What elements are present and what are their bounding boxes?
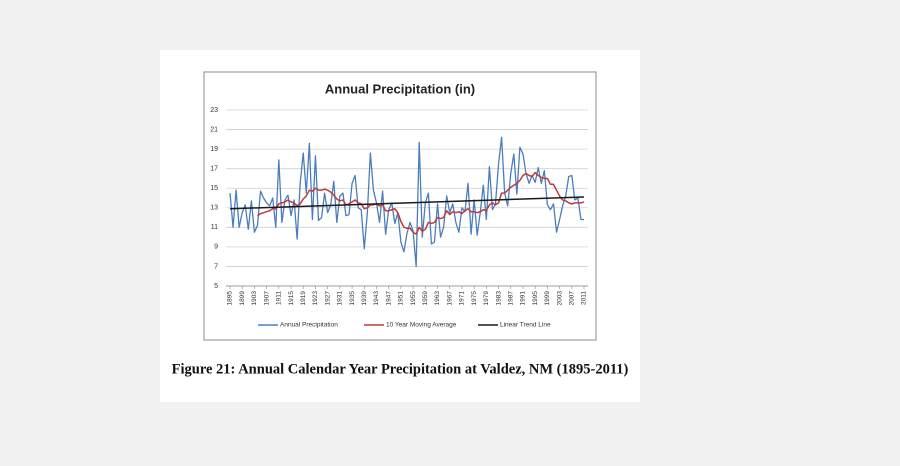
y-tick-label: 17 <box>210 166 218 173</box>
y-tick-label: 23 <box>210 107 218 114</box>
x-tick-label: 1991 <box>520 291 527 306</box>
y-tick-label: 21 <box>210 126 218 133</box>
x-tick-label: 2003 <box>556 291 563 306</box>
y-tick-label: 13 <box>210 205 218 212</box>
x-tick-label: 1907 <box>263 291 270 306</box>
series-line <box>257 171 585 235</box>
x-tick-label: 1979 <box>483 291 490 306</box>
y-tick-label: 19 <box>210 146 218 153</box>
y-tick-label: 7 <box>214 263 218 270</box>
x-tick-label: 1955 <box>410 291 417 306</box>
series-line <box>229 196 585 210</box>
y-tick-label: 9 <box>214 244 218 251</box>
x-tick-label: 1975 <box>471 291 478 306</box>
x-tick-label: 1947 <box>385 291 392 306</box>
x-tick-label: 1959 <box>422 291 429 306</box>
y-tick-label: 15 <box>210 185 218 192</box>
x-tick-label: 1911 <box>276 291 283 305</box>
series-line <box>229 136 584 268</box>
x-tick-label: 1983 <box>495 291 502 306</box>
x-tick-label: 1939 <box>361 291 368 306</box>
x-tick-label: 1927 <box>324 291 331 306</box>
x-tick-label: 1915 <box>288 291 295 306</box>
x-tick-label: 1923 <box>312 291 319 306</box>
y-tick-label: 5 <box>214 283 218 290</box>
x-tick-label: 1971 <box>459 291 466 306</box>
x-tick-label: 1999 <box>544 291 551 306</box>
x-tick-label: 1895 <box>227 291 234 306</box>
y-tick-label: 11 <box>211 224 218 231</box>
x-tick-label: 1943 <box>373 291 380 306</box>
x-tick-label: 2011 <box>581 291 588 305</box>
x-tick-label: 1963 <box>434 291 441 306</box>
plot: 5 7 9 11 13 15 17 19 21 23 1895 1899 1903 1907 1911 191… <box>210 107 588 329</box>
chart-title: Annual Precipitation (in) <box>325 81 475 96</box>
x-tick-label: 1995 <box>532 291 539 306</box>
x-tick-label: 1899 <box>239 291 246 306</box>
legend-label: Annual Precipitation <box>280 322 338 329</box>
x-tick-label: 1967 <box>446 291 453 306</box>
legend-label: Linear Trend Line <box>500 322 551 329</box>
x-tick-label: 1919 <box>300 291 307 306</box>
x-tick-label: 1951 <box>398 291 405 306</box>
x-tick-label: 2007 <box>569 291 576 306</box>
legend-label: 10 Year Moving Average <box>386 322 457 329</box>
x-tick-label: 1987 <box>507 291 514 306</box>
x-tick-label: 1935 <box>349 291 356 306</box>
x-tick-label: 1931 <box>337 291 344 306</box>
x-tick-label: 1903 <box>251 291 258 306</box>
figure-caption: Figure 21: Annual Calendar Year Precipit… <box>172 361 629 377</box>
